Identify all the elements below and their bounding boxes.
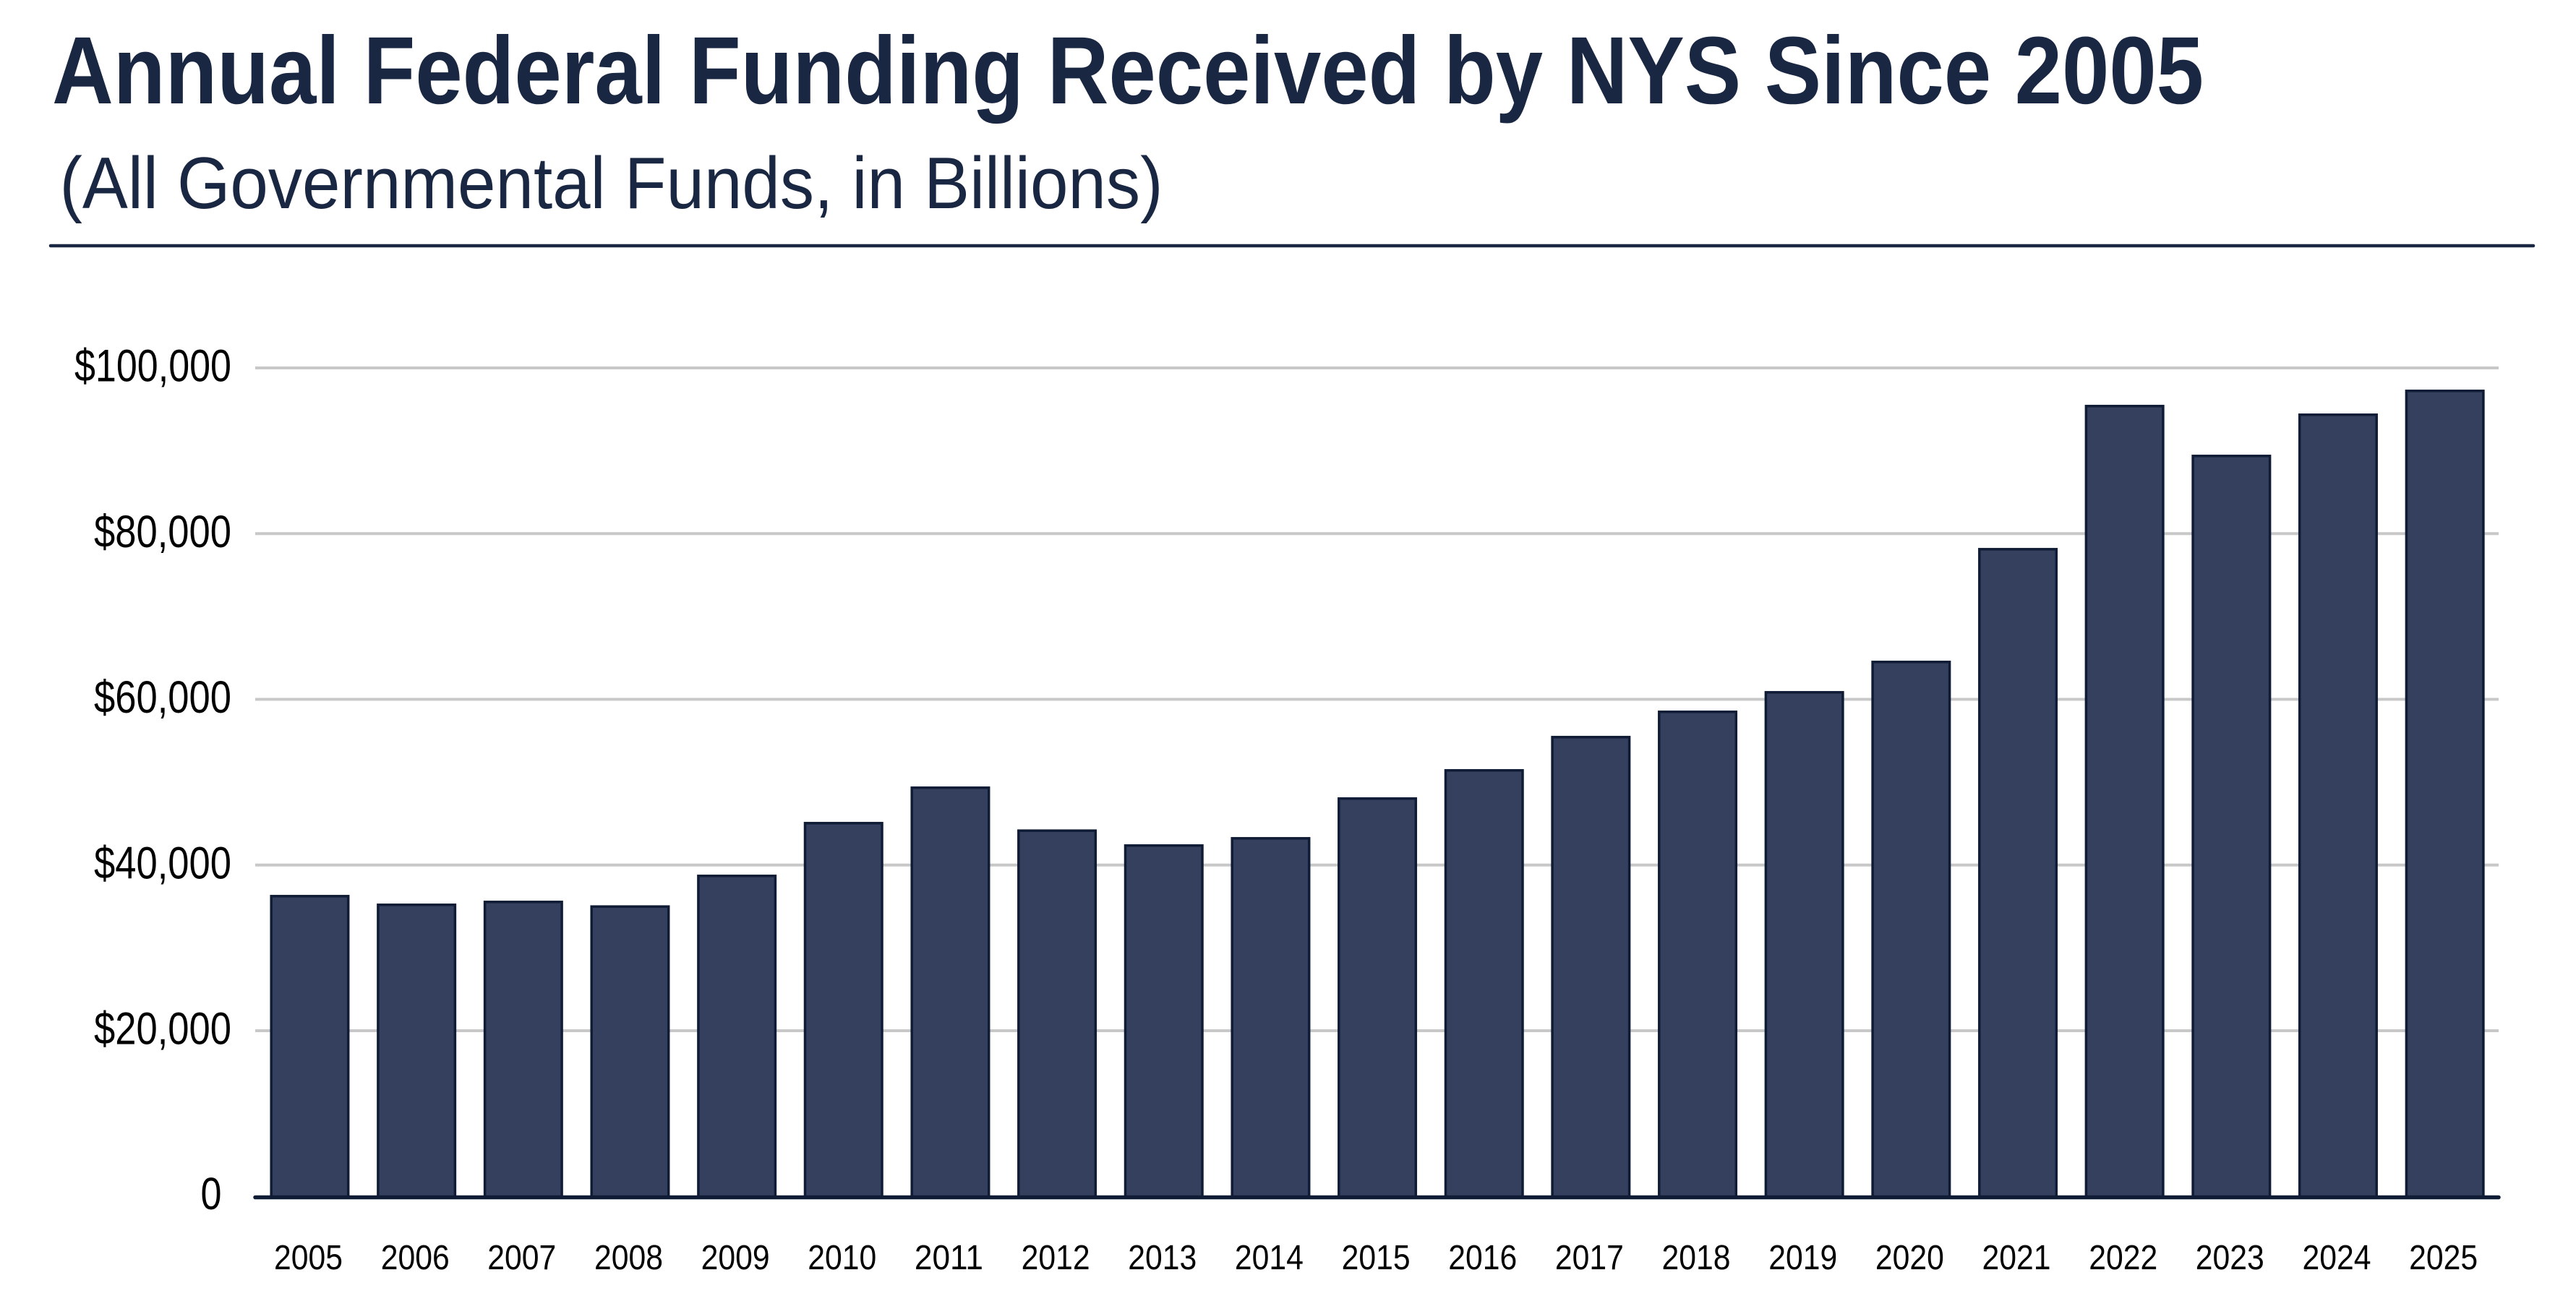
svg-text:2016: 2016 [1448, 1239, 1517, 1277]
svg-text:2022: 2022 [2089, 1239, 2157, 1277]
svg-text:$80,000: $80,000 [94, 507, 231, 557]
svg-text:2024: 2024 [2303, 1239, 2371, 1277]
svg-text:2025: 2025 [2409, 1239, 2478, 1277]
svg-text:2009: 2009 [701, 1239, 770, 1277]
svg-text:Annual Federal Funding Receive: Annual Federal Funding Received by NYS S… [52, 17, 2204, 124]
svg-text:0: 0 [201, 1169, 222, 1219]
svg-text:2017: 2017 [1555, 1239, 1624, 1277]
svg-text:2010: 2010 [808, 1239, 876, 1277]
svg-text:2011: 2011 [915, 1239, 983, 1277]
svg-text:2015: 2015 [1342, 1239, 1411, 1277]
svg-text:2018: 2018 [1662, 1239, 1731, 1277]
svg-text:2005: 2005 [274, 1239, 343, 1277]
svg-text:(All Governmental Funds, in Bi: (All Governmental Funds, in Billions) [60, 143, 1163, 224]
svg-text:$60,000: $60,000 [94, 672, 231, 723]
svg-text:2023: 2023 [2196, 1239, 2264, 1277]
svg-text:2007: 2007 [487, 1239, 556, 1277]
svg-text:2012: 2012 [1022, 1239, 1090, 1277]
svg-text:2008: 2008 [594, 1239, 663, 1277]
svg-text:$40,000: $40,000 [94, 838, 231, 888]
svg-text:2019: 2019 [1768, 1239, 1837, 1277]
svg-text:$20,000: $20,000 [94, 1004, 231, 1055]
svg-text:2013: 2013 [1128, 1239, 1197, 1277]
svg-text:2006: 2006 [381, 1239, 450, 1277]
svg-text:2020: 2020 [1875, 1239, 1944, 1277]
svg-text:2014: 2014 [1235, 1239, 1304, 1277]
svg-text:$100,000: $100,000 [74, 341, 231, 392]
svg-text:2021: 2021 [1982, 1239, 2051, 1277]
